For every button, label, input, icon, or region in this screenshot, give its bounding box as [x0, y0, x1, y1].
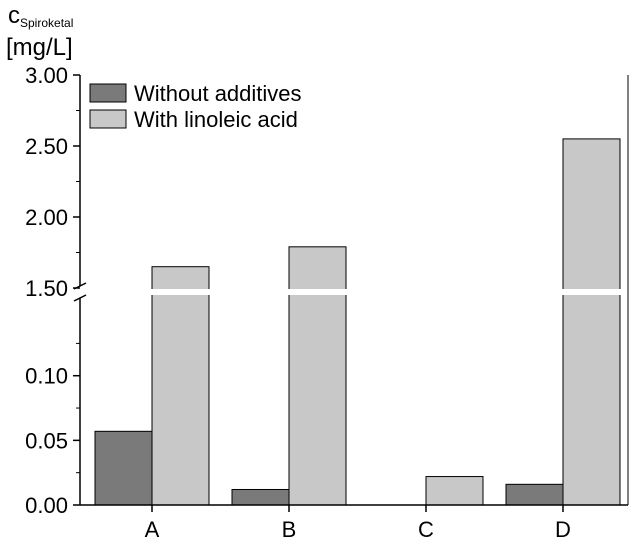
x-tick-label-D: D	[555, 517, 571, 542]
x-tick-label-C: C	[418, 517, 434, 542]
y-tick-label-lower-0: 0.00	[25, 493, 68, 518]
legend-label-1: Without additives	[134, 81, 302, 106]
axis-break-gap-B	[287, 289, 348, 295]
legend-label-2: With linoleic acid	[134, 107, 298, 132]
y-axis-unit: [mg/L]	[6, 34, 73, 61]
y-tick-label-upper-1: 2.00	[25, 205, 68, 230]
axis-break-gap-A	[150, 289, 211, 295]
y-axis-label: cSpiroketal	[8, 2, 73, 30]
y-axis-symbol: c	[8, 2, 20, 29]
legend-swatch-2	[89, 109, 127, 129]
bar-B-series1	[231, 488, 290, 506]
x-tick-label-A: A	[145, 517, 160, 542]
x-tick-label-B: B	[282, 517, 297, 542]
legend-swatch-1	[89, 83, 127, 103]
bar-A-series2	[151, 266, 210, 506]
axis-break-mark-2	[73, 294, 87, 302]
bar-D-series2	[562, 138, 621, 506]
axis-break-gap-D	[561, 289, 622, 295]
y-tick-label-upper-2: 2.50	[25, 134, 68, 159]
y-tick-label-lower-2: 0.10	[25, 364, 68, 389]
bar-D-series1	[505, 483, 564, 506]
y-tick-label-lower-1: 0.05	[25, 428, 68, 453]
y-tick-label-upper-0: 1.50	[25, 276, 68, 301]
bar-B-series2	[288, 246, 347, 506]
y-axis-subscript: Spiroketal	[20, 16, 74, 30]
y-tick-label-upper-3: 3.00	[25, 63, 68, 88]
bar-C-series2	[425, 476, 484, 506]
bar-A-series1	[94, 430, 153, 506]
